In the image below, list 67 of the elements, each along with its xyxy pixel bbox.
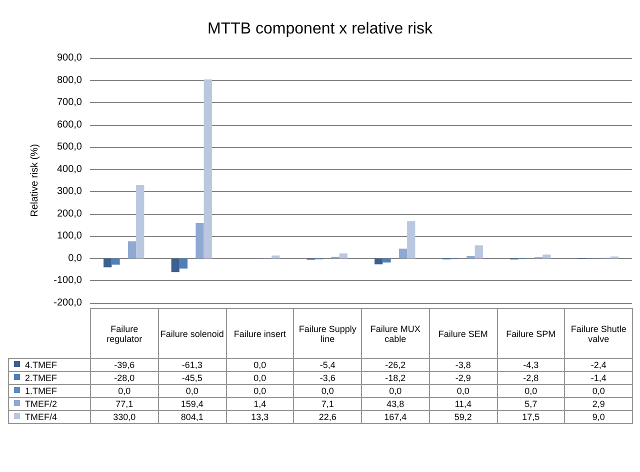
data-label: -2,8 bbox=[497, 372, 565, 384]
data-label: 0,0 bbox=[90, 384, 158, 398]
y-tick-label: 300,0 bbox=[56, 186, 82, 198]
data-label: 2,9 bbox=[564, 398, 632, 410]
data-label: 0,0 bbox=[362, 384, 430, 398]
x-tick-label: Failure insert bbox=[226, 308, 294, 358]
data-label: 7,1 bbox=[294, 398, 362, 410]
data-label: -2,9 bbox=[429, 372, 497, 384]
data-label: -26,2 bbox=[362, 358, 430, 372]
data-label: -4,3 bbox=[497, 358, 565, 372]
y-tick-label: 200,0 bbox=[56, 208, 82, 220]
x-tick-label: Failure Supply line bbox=[294, 308, 362, 358]
data-label: 330,0 bbox=[90, 410, 158, 424]
data-label: 0,0 bbox=[226, 372, 294, 384]
x-tick-label: Failure regulator bbox=[90, 308, 158, 358]
legend-label: 1.TMEF bbox=[8, 384, 90, 398]
data-label: -3,8 bbox=[429, 358, 497, 372]
data-label: 17,5 bbox=[497, 410, 565, 424]
chart-title: MTTB component x relative risk bbox=[208, 20, 434, 38]
data-label: 804,1 bbox=[158, 410, 226, 424]
legend-label: TMEF/2 bbox=[8, 398, 90, 410]
y-tick-label: 600,0 bbox=[56, 119, 82, 130]
y-tick-label: 400,0 bbox=[56, 164, 82, 175]
data-label: 167,4 bbox=[362, 410, 430, 424]
data-label: 1,4 bbox=[226, 398, 294, 410]
x-tick-label: Failure SPM bbox=[497, 308, 565, 358]
data-label: 0,0 bbox=[158, 384, 226, 398]
legend-label: 4.TMEF bbox=[8, 358, 90, 372]
y-tick-label: 500,0 bbox=[56, 142, 82, 153]
legend-label: 2.TMEF bbox=[8, 372, 90, 384]
y-axis-title: Relative risk (%) bbox=[30, 144, 40, 217]
data-label: 0,0 bbox=[226, 358, 294, 372]
data-label: -39,6 bbox=[90, 358, 158, 372]
data-label: 0,0 bbox=[429, 384, 497, 398]
data-label: 0,0 bbox=[226, 384, 294, 398]
data-label: 13,3 bbox=[226, 410, 294, 424]
data-label: -3,6 bbox=[294, 372, 362, 384]
x-tick-label: Failure SEM bbox=[429, 308, 497, 358]
data-label: 0,0 bbox=[497, 384, 565, 398]
y-tick-label: 100,0 bbox=[56, 230, 82, 242]
data-label: -28,0 bbox=[90, 372, 158, 384]
legend-label: TMEF/4 bbox=[8, 410, 90, 424]
data-label: -2,4 bbox=[564, 358, 632, 372]
data-label: -1,4 bbox=[564, 372, 632, 384]
data-label: -5,4 bbox=[294, 358, 362, 372]
data-label: 22,6 bbox=[294, 410, 362, 424]
data-label: -61,3 bbox=[158, 358, 226, 372]
y-tick-label: 900,0 bbox=[56, 52, 82, 64]
data-label: 5,7 bbox=[497, 398, 565, 410]
x-tick-label: Failure MUX cable bbox=[362, 308, 430, 358]
data-label: 11,4 bbox=[429, 398, 497, 410]
data-label: 0,0 bbox=[294, 384, 362, 398]
data-label: -18,2 bbox=[362, 372, 430, 384]
y-tick-label: 700,0 bbox=[56, 97, 82, 108]
y-tick-label: -200,0 bbox=[54, 298, 82, 308]
y-tick-label: 0,0 bbox=[68, 252, 82, 264]
data-label: 43,8 bbox=[362, 398, 430, 410]
y-tick-label: -100,0 bbox=[54, 275, 82, 286]
data-label: 59,2 bbox=[429, 410, 497, 424]
y-tick-label: 800,0 bbox=[56, 74, 82, 86]
data-label: 9,0 bbox=[564, 410, 632, 424]
data-label: 77,1 bbox=[90, 398, 158, 410]
x-tick-label: Failure solenoid bbox=[158, 308, 226, 358]
data-label: 159,4 bbox=[158, 398, 226, 410]
x-tick-label: Failure Shutle valve bbox=[564, 308, 632, 358]
data-label: -45,5 bbox=[158, 372, 226, 384]
data-label: 0,0 bbox=[564, 384, 632, 398]
